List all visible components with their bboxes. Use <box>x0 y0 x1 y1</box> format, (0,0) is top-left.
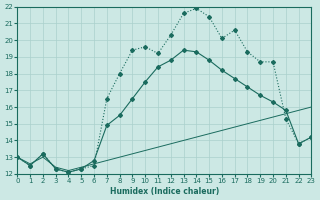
X-axis label: Humidex (Indice chaleur): Humidex (Indice chaleur) <box>110 187 219 196</box>
